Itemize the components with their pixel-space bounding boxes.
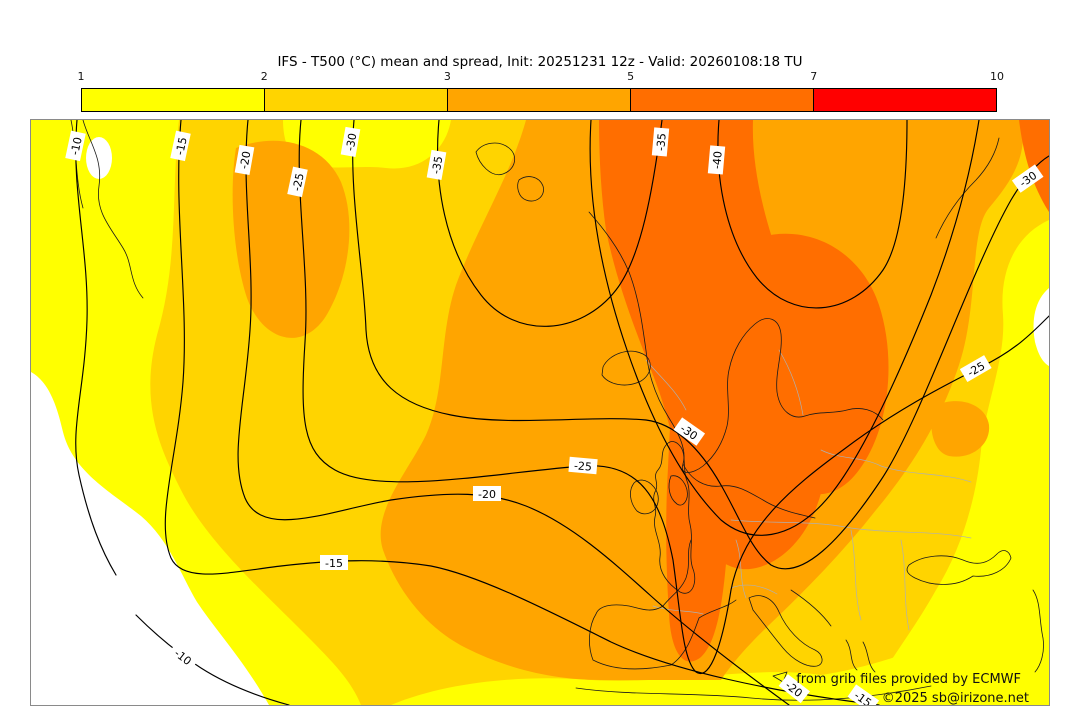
- contour-labels: -10 -15 -20 -25 -30 -35 -35 -40 -30 -25 …: [65, 126, 1044, 705]
- contour-label: -20: [478, 488, 496, 501]
- contour-m35-trough: [589, 120, 980, 536]
- contour-m40: [717, 120, 908, 309]
- contour-m30: [352, 120, 1049, 570]
- contour-label: -30: [344, 132, 360, 152]
- contour-m10-south: [135, 614, 290, 705]
- colorbar-tick: 2: [260, 70, 268, 83]
- colorbar-segment: [448, 89, 631, 111]
- contour-label: -20: [238, 150, 254, 170]
- colorbar-segment: [814, 89, 996, 111]
- map-svg: -10 -15 -20 -25 -30 -35 -35 -40 -30 -25 …: [31, 120, 1049, 705]
- contour-label: -35: [430, 155, 446, 175]
- mean-contours: [75, 120, 1049, 705]
- contour-m35-west: [437, 120, 663, 327]
- map-frame: -10 -15 -20 -25 -30 -35 -35 -40 -30 -25 …: [30, 119, 1050, 706]
- contour-label: -15: [173, 136, 189, 156]
- colorbar-segment: [631, 89, 814, 111]
- contour-m10-west: [75, 120, 117, 576]
- contour-m25: [298, 120, 1049, 675]
- contour-label: -10: [68, 136, 84, 156]
- colorbar-tick-labels: 1 2 3 5 7 10: [77, 70, 1005, 84]
- contour-label: -25: [573, 459, 592, 474]
- spread-fill-5to7: [599, 120, 1049, 662]
- colorbar-tick: 1: [77, 70, 85, 83]
- contour-label: -15: [325, 557, 343, 570]
- coastlines: [70, 120, 1044, 701]
- attribution-copyright: ©2025 sb@irizone.net: [882, 691, 1029, 705]
- colorbar-tick: 10: [990, 70, 1004, 83]
- contour-m20: [237, 120, 790, 705]
- contour-label: -25: [290, 172, 306, 192]
- contour-label: -35: [654, 133, 669, 152]
- colorbar: [81, 88, 997, 112]
- colorbar-tick: 7: [810, 70, 818, 83]
- colorbar-tick: 5: [627, 70, 635, 83]
- colorbar-segment: [265, 89, 448, 111]
- chart-title: IFS - T500 (°C) mean and spread, Init: 2…: [277, 54, 803, 70]
- colorbar-tick: 3: [443, 70, 451, 83]
- colorbar-segment: [82, 89, 265, 111]
- contour-m15: [164, 120, 880, 705]
- contour-label: -40: [710, 151, 725, 170]
- attribution-source: from grib files provided by ECMWF: [796, 672, 1021, 687]
- spread-fill-lt1: [31, 137, 1049, 705]
